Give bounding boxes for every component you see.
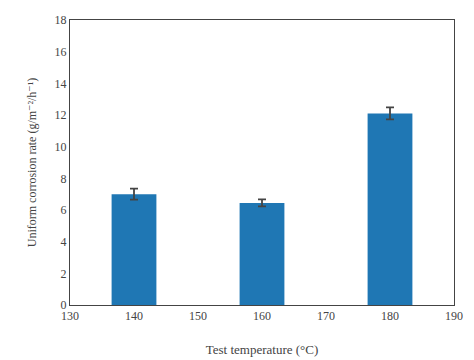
svg-text:Test temperature (°C): Test temperature (°C)	[206, 342, 319, 357]
svg-text:18: 18	[55, 13, 67, 27]
svg-text:16: 16	[55, 45, 67, 59]
svg-text:190: 190	[445, 309, 463, 323]
svg-text:4: 4	[61, 235, 67, 249]
svg-text:0: 0	[61, 298, 67, 312]
svg-text:140: 140	[125, 309, 143, 323]
svg-text:10: 10	[55, 140, 67, 154]
svg-text:160: 160	[253, 309, 271, 323]
svg-text:Uniform corrosion rate (g/m⁻²/: Uniform corrosion rate (g/m⁻²/h⁻¹)	[25, 78, 39, 248]
svg-text:6: 6	[61, 203, 67, 217]
svg-text:8: 8	[61, 172, 67, 186]
svg-text:170: 170	[317, 309, 335, 323]
svg-text:150: 150	[189, 309, 207, 323]
svg-text:2: 2	[61, 267, 67, 281]
svg-text:130: 130	[61, 309, 79, 323]
svg-text:180: 180	[381, 309, 399, 323]
svg-text:12: 12	[55, 108, 67, 122]
svg-text:14: 14	[55, 77, 67, 91]
